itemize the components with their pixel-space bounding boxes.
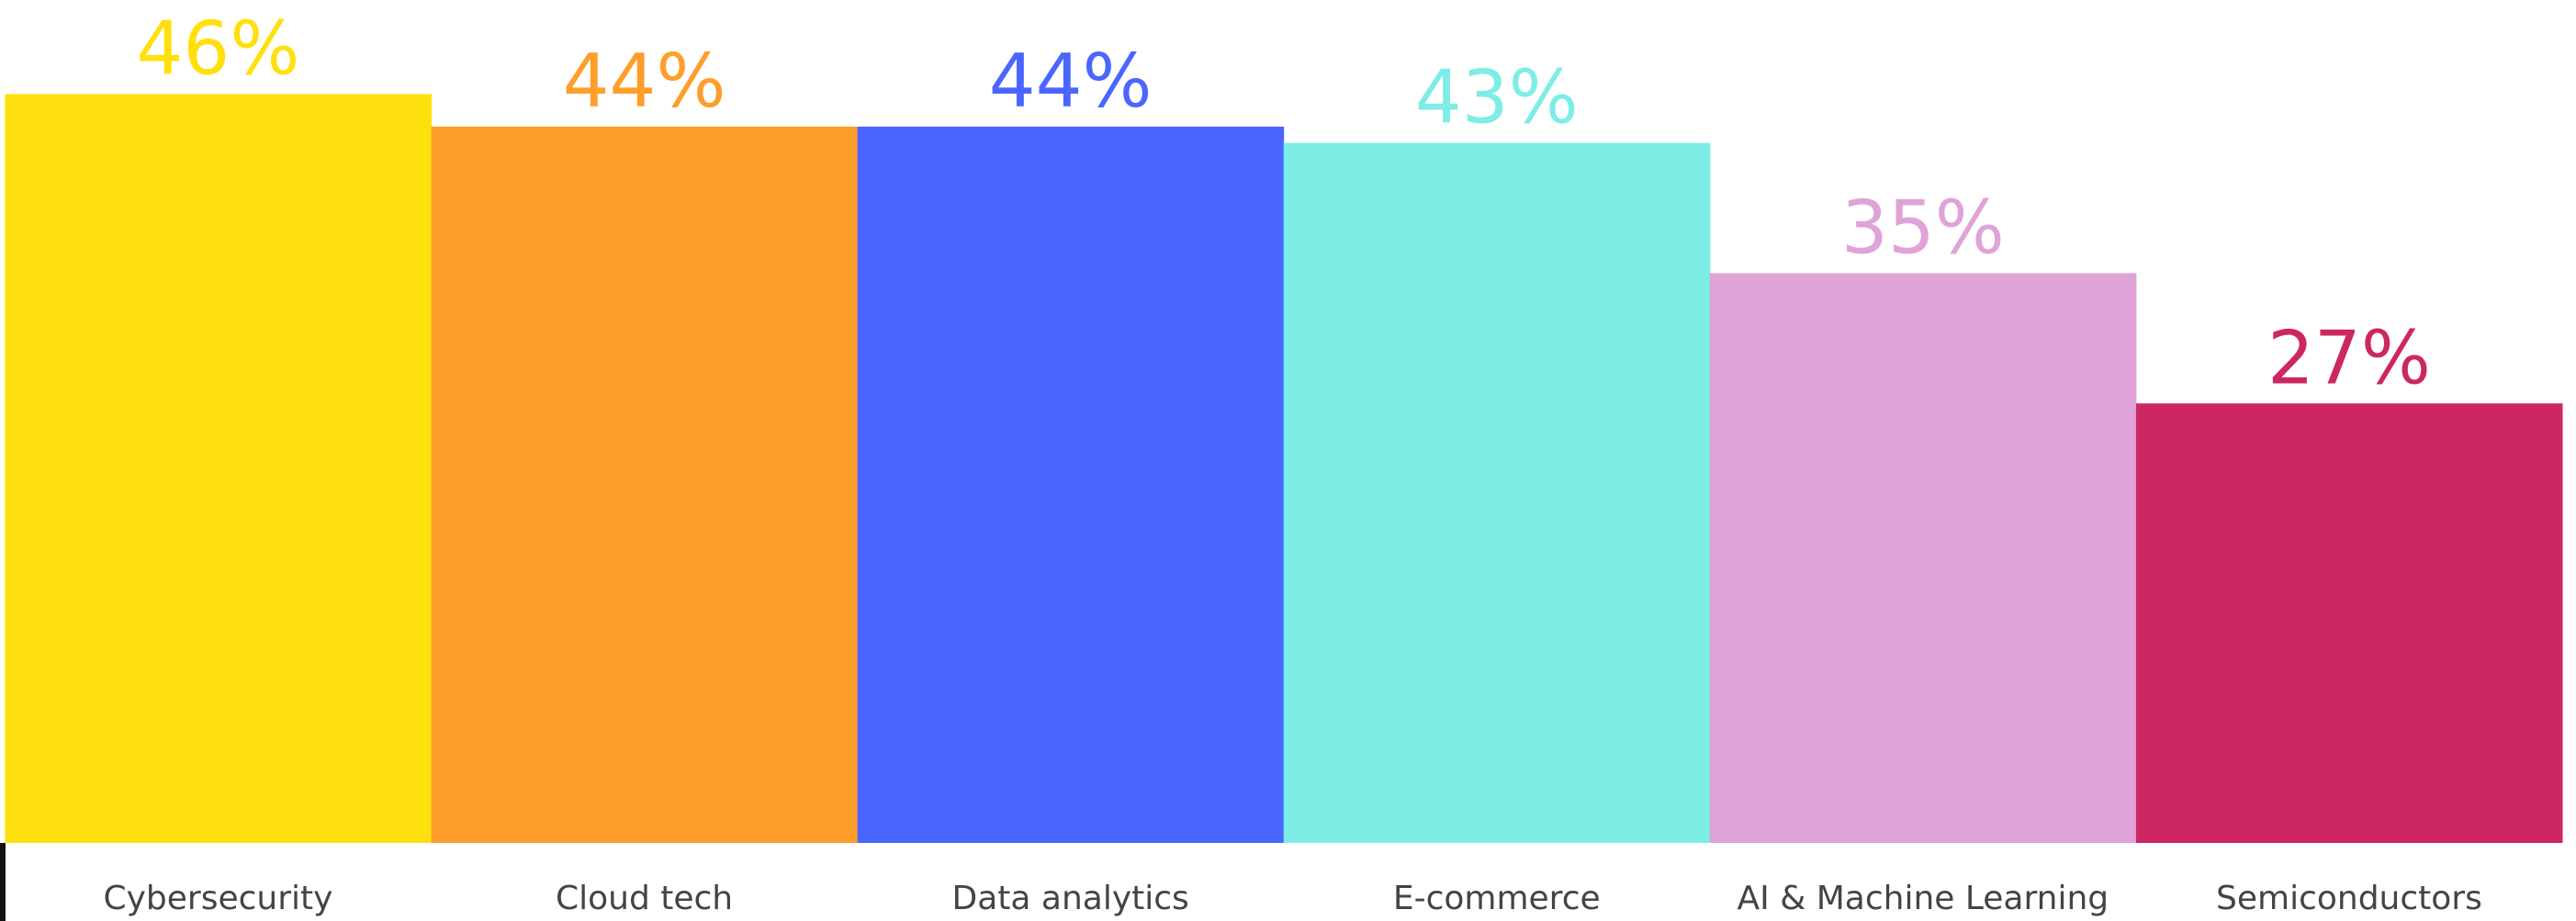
value-label: 46% (137, 6, 300, 91)
bar (1283, 142, 1711, 844)
value-label: 44% (989, 39, 1153, 124)
bar (5, 94, 433, 844)
x-tick-label: Semiconductors (2216, 880, 2482, 917)
value-label: 44% (563, 39, 726, 124)
value-label: 35% (1841, 185, 2005, 270)
value-label: 27% (2267, 315, 2431, 400)
bar (1709, 273, 2137, 843)
bar (857, 126, 1285, 843)
x-tick-label: E-commerce (1393, 880, 1601, 917)
edge-marker (0, 843, 6, 921)
x-tick-label: Cloud tech (556, 880, 733, 917)
bar (431, 126, 859, 843)
bar (2135, 403, 2563, 843)
x-tick-label: Data analytics (951, 880, 1188, 917)
value-label: 43% (1415, 55, 1579, 140)
x-tick-label: Cybersecurity (103, 880, 332, 917)
x-tick-label: AI & Machine Learning (1738, 880, 2109, 917)
